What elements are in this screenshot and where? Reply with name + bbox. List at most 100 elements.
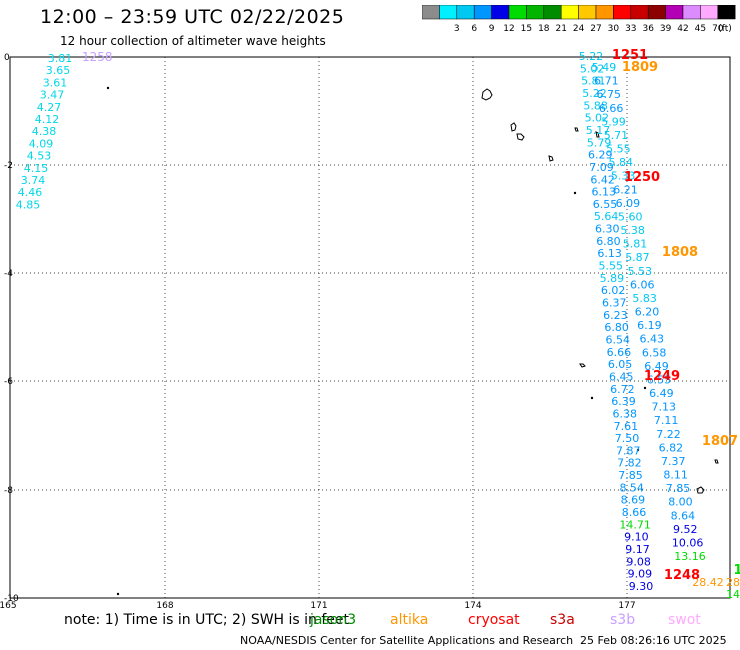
swh-value: 5.81 [581,75,606,88]
swh-value: 5.83 [632,292,657,305]
swh-value: 6.82 [659,441,684,454]
swh-value: 4.27 [37,101,62,114]
swh-value: 7.11 [654,414,679,427]
swh-value: 6.49 [649,387,674,400]
colorbar: 3 6 9 12 15 18 21 24 27 30 33 36 39 42 45 70(ft) [422,5,736,33]
swh-value: 28.42 [692,576,724,589]
swh-value: 6.39 [611,395,636,408]
swh-value: 6.09 [616,197,641,210]
swh-value: 9.10 [624,531,649,544]
swh-value: 5.55 [606,143,631,156]
x-tick-label: 165 [0,601,17,610]
colorbar-tick-label: 15 [521,24,532,33]
swh-value: 7.09 [589,161,614,174]
swh-value: 6.37 [602,297,627,310]
swh-value: 6.58 [642,346,667,359]
page-subtitle: 12 hour collection of altimeter wave hei… [60,34,326,48]
swh-value: 14 [726,588,740,601]
swh-value: 5.79 [587,136,612,149]
swh-value: 9.09 [628,568,653,581]
swh-value: 7.82 [617,457,642,470]
swh-value: 5.02 [580,62,605,75]
swh-value: 5.84 [608,156,633,169]
swh-value: 6.19 [637,319,662,332]
swh-value: 8.54 [619,481,644,494]
map-frame [9,56,731,599]
swh-value: 6.54 [605,333,630,346]
legend-altika: altika [390,612,429,628]
swh-value: 4.09 [29,137,54,150]
colorbar-tick-label: 21 [555,24,566,33]
y-tick-label: -8 [4,486,13,496]
island-outline [548,155,554,162]
swh-value: 4.38 [32,125,57,138]
swh-value: 10.06 [672,536,704,549]
swh-value: 6.30 [595,223,620,236]
swh-value: 7.13 [651,401,676,414]
swh-value: 6.55 [593,198,618,211]
swh-value: 5.17 [586,124,611,137]
footer-credit: NOAA/NESDIS Center for Satellite Applica… [240,634,574,647]
swh-value: 6.29 [588,149,613,162]
colorbar-tick-label: 45 [695,24,706,33]
swh-value: 8.64 [671,509,696,522]
swh-value: 6.43 [640,333,665,346]
island-outline [481,88,493,101]
swh-value: 3.61 [43,76,68,89]
swh-value: 5.87 [625,251,650,264]
swh-value: 3.81 [48,52,73,65]
swh-value: 5.99 [601,115,626,128]
swh-value: 7.85 [618,469,643,482]
legend-jason3: jason3 [310,612,357,628]
colorbar-tick-label: 70 [712,24,724,33]
swh-value: 6.20 [635,306,660,319]
swh-value: 6.80 [596,235,621,248]
swh-value: 3.74 [21,174,46,187]
colorbar-tick-label: 39 [660,24,672,33]
swh-value: 7.37 [661,455,686,468]
swh-value: 13.16 [674,550,706,563]
swh-value: 5.71 [604,129,629,142]
pass-time-label: 1809 [622,60,658,75]
swh-value: 3.65 [46,64,71,77]
swh-value: 6.13 [597,247,622,260]
y-tick-label: -4 [4,269,13,279]
island-dot [106,86,110,90]
pass-time-label: 1 [733,563,740,578]
swh-value: 6.38 [612,407,637,420]
swh-value: 6.05 [608,358,633,371]
colorbar-tick-label: 18 [538,24,550,33]
pass-time-label: 1807 [702,434,738,449]
colorbar-unit: (ft) [718,24,732,33]
island-dot [116,592,120,596]
island-outline [595,131,600,138]
swh-value: 9.08 [626,555,651,568]
swh-value: 7.87 [616,444,641,457]
island-outline [696,486,705,494]
swh-value: 6.21 [613,183,638,196]
swh-value: 5.81 [623,238,648,251]
swh-value: 6.45 [609,370,634,383]
island-outline [714,459,719,464]
swh-value: 7.22 [656,428,681,441]
island-dot [636,448,640,452]
y-tick-label: -10 [4,594,19,604]
legend-swot: swot [668,612,701,628]
island-outline [579,363,586,368]
swh-value: 6.66 [599,102,624,115]
colorbar-tick-label: 9 [489,24,495,33]
swh-value: 9.17 [625,543,650,556]
colorbar-tick-label: 6 [471,24,477,33]
swh-value: 7.85 [666,482,691,495]
pass-time-label: 1249 [644,369,680,384]
colorbar-tick-label: 36 [642,24,654,33]
swh-value: 4.15 [24,162,49,175]
swh-value: 6.06 [630,278,655,291]
colorbar-tick-label: 3 [454,24,460,33]
swh-value: 4.85 [16,198,41,211]
colorbar-tick-label: 24 [573,24,585,33]
island-outline [510,122,517,132]
footer-timestamp: 25 Feb 08:26:16 UTC 2025 [580,634,727,647]
colorbar-tick-label: 30 [608,24,620,33]
swh-value: 8.69 [621,494,646,507]
